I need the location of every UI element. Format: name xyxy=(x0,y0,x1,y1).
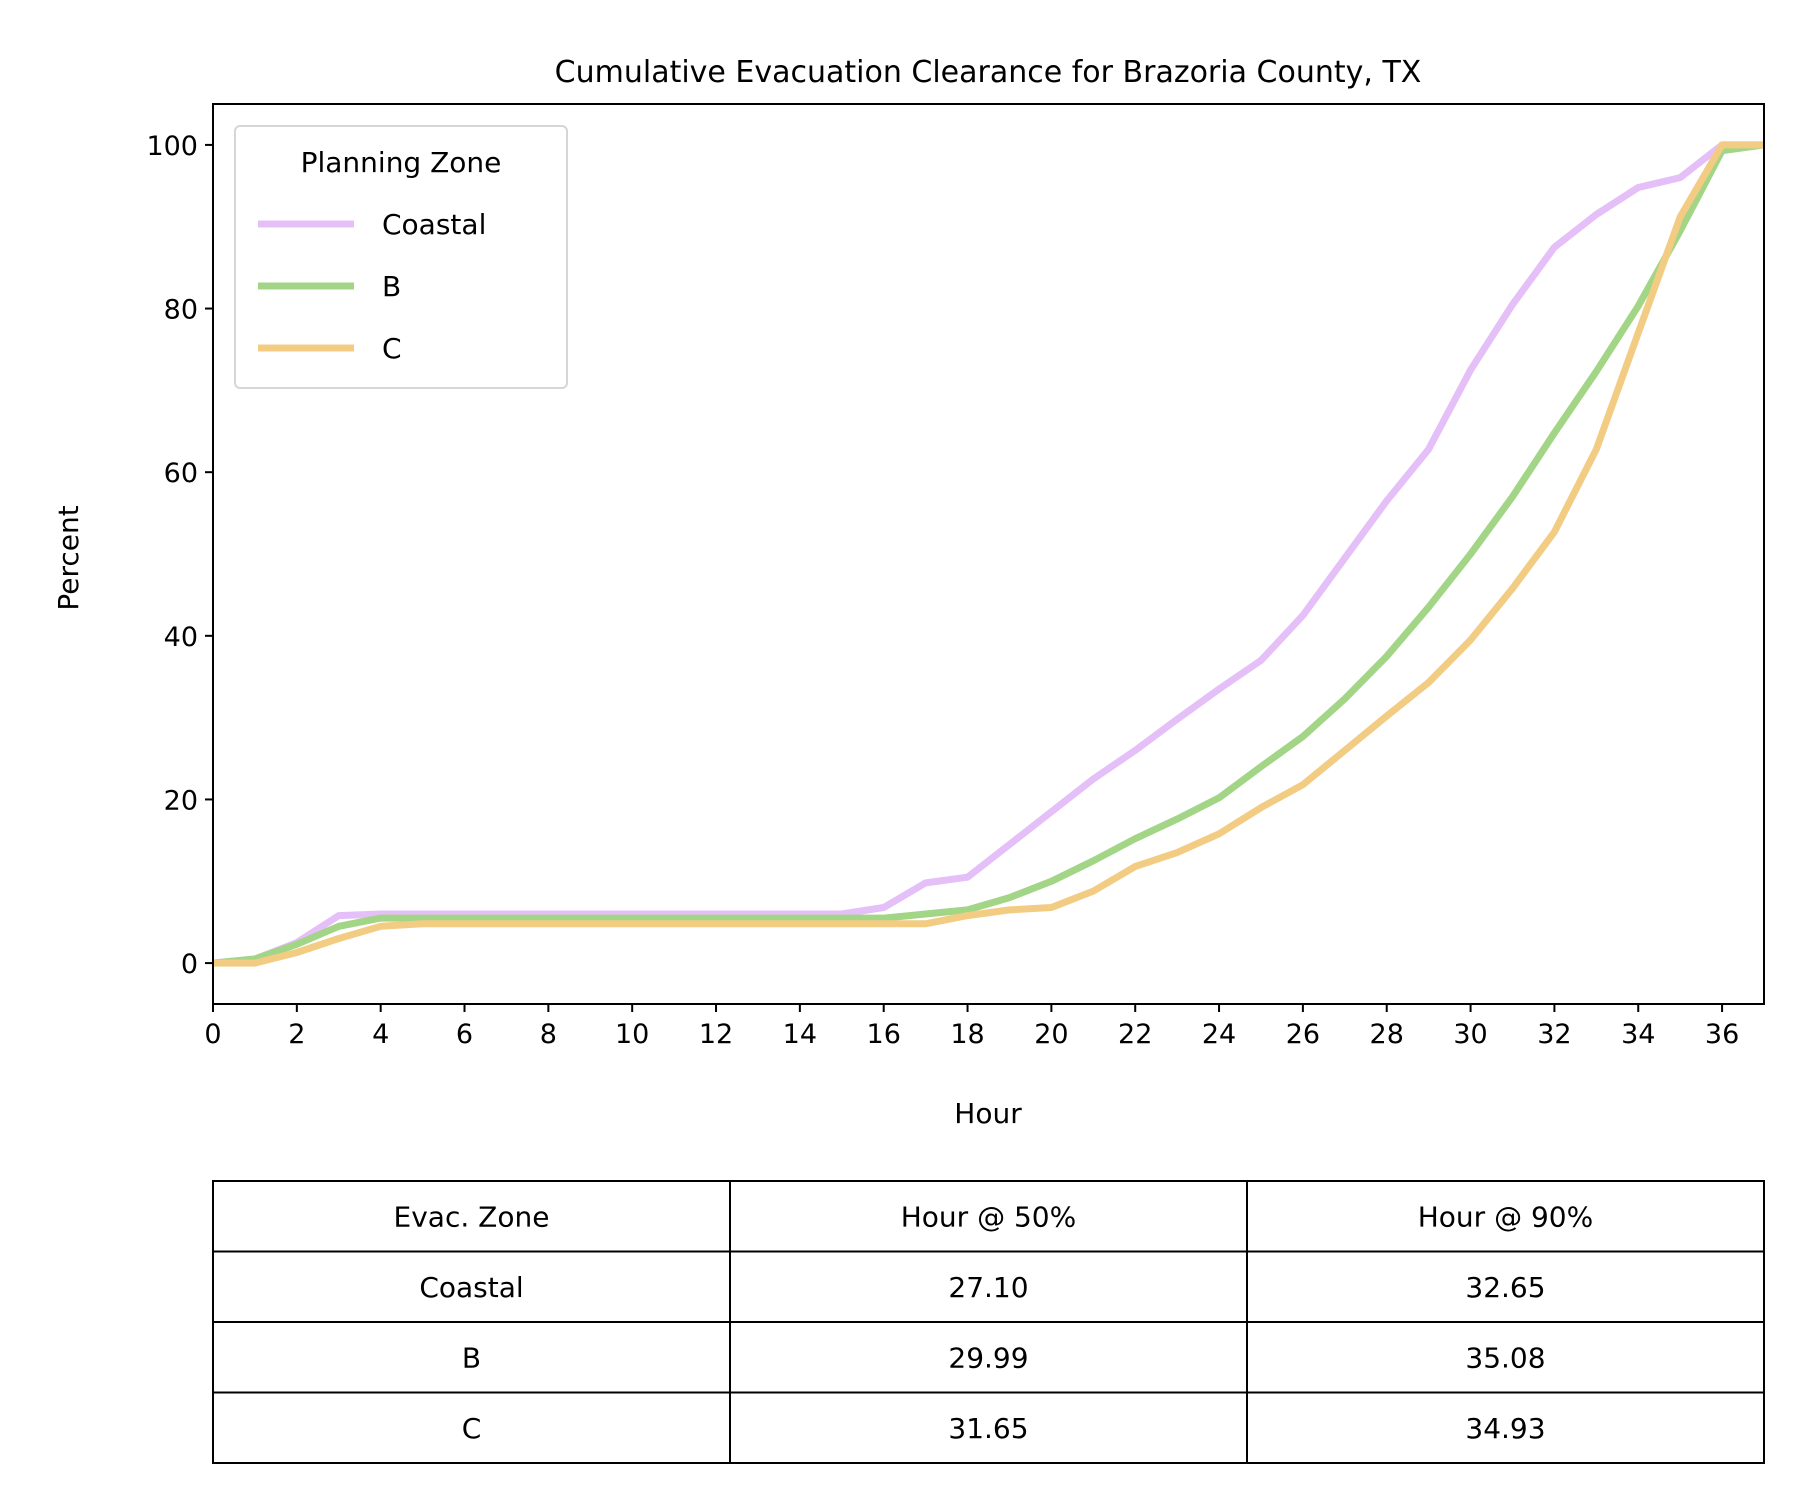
plot-lines xyxy=(212,141,1765,967)
x-axis-label: Hour xyxy=(954,1097,1022,1130)
table-cell: 32.65 xyxy=(1465,1271,1545,1304)
x-tick-label: 14 xyxy=(783,1019,817,1050)
table-cell: 29.99 xyxy=(948,1341,1028,1374)
x-tick-label: 4 xyxy=(372,1019,389,1050)
y-axis-label: Percent xyxy=(52,505,85,610)
series-line-c xyxy=(213,141,1764,967)
legend-label-b: B xyxy=(382,270,401,303)
x-tick-label: 6 xyxy=(456,1019,473,1050)
x-tick-label: 32 xyxy=(1537,1019,1571,1050)
summary-table: Evac. Zone Hour @ 50% Hour @ 90% Coastal 27.… xyxy=(212,1180,1765,1464)
x-tick-label: 18 xyxy=(950,1019,984,1050)
x-tick-label: 22 xyxy=(1118,1019,1152,1050)
table-cell: B xyxy=(462,1341,481,1374)
x-tick-label: 0 xyxy=(204,1019,221,1050)
legend-box xyxy=(234,125,568,389)
table-cell: 31.65 xyxy=(948,1412,1028,1445)
x-tick-label: 26 xyxy=(1286,1019,1320,1050)
x-tick-label: 8 xyxy=(540,1019,557,1050)
y-axis-ticks: 0 20 40 60 80 100 xyxy=(146,131,213,980)
y-tick-label: 40 xyxy=(164,622,198,653)
table-cell: C xyxy=(462,1412,482,1445)
y-tick-label: 100 xyxy=(146,131,198,162)
x-tick-label: 24 xyxy=(1202,1019,1236,1050)
x-tick-label: 36 xyxy=(1705,1019,1739,1050)
chart-title: Cumulative Evacuation Clearance for Braz… xyxy=(555,55,1422,90)
x-tick-label: 10 xyxy=(615,1019,649,1050)
table-cell: 35.08 xyxy=(1465,1341,1545,1374)
series-line-coastal xyxy=(212,141,1764,967)
table-cell: Coastal xyxy=(419,1271,523,1304)
x-tick-label: 30 xyxy=(1453,1019,1487,1050)
x-tick-label: 12 xyxy=(699,1019,733,1050)
table-header-cell: Hour @ 50% xyxy=(901,1200,1076,1233)
x-tick-label: 34 xyxy=(1621,1019,1655,1050)
axes-frame xyxy=(212,103,1765,1005)
x-axis-ticks: 0 2 4 6 8 10 12 14 16 18 20 22 24 26 28 30 32 34 36 xyxy=(204,1004,1739,1050)
x-tick-label: 20 xyxy=(1034,1019,1068,1050)
legend-title: Planning Zone xyxy=(301,146,502,179)
table-cell: 34.93 xyxy=(1465,1412,1545,1445)
table-cell: 27.10 xyxy=(948,1271,1028,1304)
x-tick-label: 16 xyxy=(867,1019,901,1050)
legend: Planning Zone Coastal B C xyxy=(234,125,568,389)
legend-label-coastal: Coastal xyxy=(382,208,486,241)
table-header-cell: Hour @ 90% xyxy=(1418,1200,1593,1233)
y-tick-label: 20 xyxy=(164,785,198,816)
y-tick-label: 80 xyxy=(164,295,198,326)
table-header-cell: Evac. Zone xyxy=(394,1200,550,1233)
series-line-b xyxy=(212,141,1765,967)
x-tick-label: 2 xyxy=(288,1019,305,1050)
y-tick-label: 60 xyxy=(164,458,198,489)
y-tick-label: 0 xyxy=(181,949,198,980)
legend-label-c: C xyxy=(382,332,402,365)
x-tick-label: 28 xyxy=(1370,1019,1404,1050)
